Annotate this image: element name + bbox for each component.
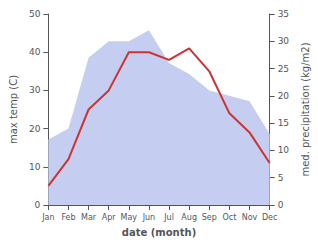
- svg-text:10: 10: [278, 145, 290, 155]
- svg-text:25: 25: [278, 64, 289, 74]
- svg-text:Sep: Sep: [202, 213, 217, 222]
- svg-text:date (month): date (month): [122, 227, 196, 238]
- svg-text:Jun: Jun: [142, 213, 156, 222]
- svg-text:Feb: Feb: [61, 213, 75, 222]
- svg-text:Dec: Dec: [262, 213, 277, 222]
- svg-text:40: 40: [29, 47, 41, 57]
- svg-text:Jan: Jan: [41, 213, 54, 222]
- svg-text:15: 15: [278, 118, 289, 128]
- svg-text:May: May: [121, 213, 138, 222]
- svg-text:5: 5: [278, 173, 284, 183]
- svg-text:Nov: Nov: [242, 213, 258, 222]
- svg-text:30: 30: [29, 85, 41, 95]
- svg-text:Aug: Aug: [181, 213, 197, 222]
- svg-text:10: 10: [29, 162, 41, 172]
- svg-text:max temp (C): max temp (C): [8, 75, 19, 144]
- svg-text:35: 35: [278, 9, 289, 19]
- svg-text:Apr: Apr: [102, 213, 117, 222]
- svg-text:30: 30: [278, 36, 290, 46]
- svg-text:Jul: Jul: [163, 213, 174, 222]
- svg-text:20: 20: [29, 124, 41, 134]
- svg-text:med. precipitation (kg/m2): med. precipitation (kg/m2): [300, 42, 311, 176]
- svg-text:Mar: Mar: [81, 213, 97, 222]
- svg-text:0: 0: [35, 200, 41, 210]
- svg-text:50: 50: [29, 9, 41, 19]
- svg-text:Oct: Oct: [222, 213, 236, 222]
- svg-text:20: 20: [278, 91, 290, 101]
- svg-text:0: 0: [278, 200, 284, 210]
